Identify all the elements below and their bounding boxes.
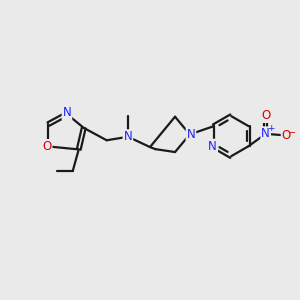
Text: N: N	[187, 128, 195, 141]
Text: N: N	[261, 127, 270, 140]
Text: N: N	[63, 106, 71, 119]
Text: O: O	[261, 109, 270, 122]
Text: +: +	[267, 124, 274, 133]
Text: N: N	[208, 140, 217, 153]
Text: −: −	[288, 128, 296, 138]
Text: O: O	[282, 129, 291, 142]
Text: O: O	[42, 140, 52, 153]
Text: N: N	[124, 130, 132, 143]
